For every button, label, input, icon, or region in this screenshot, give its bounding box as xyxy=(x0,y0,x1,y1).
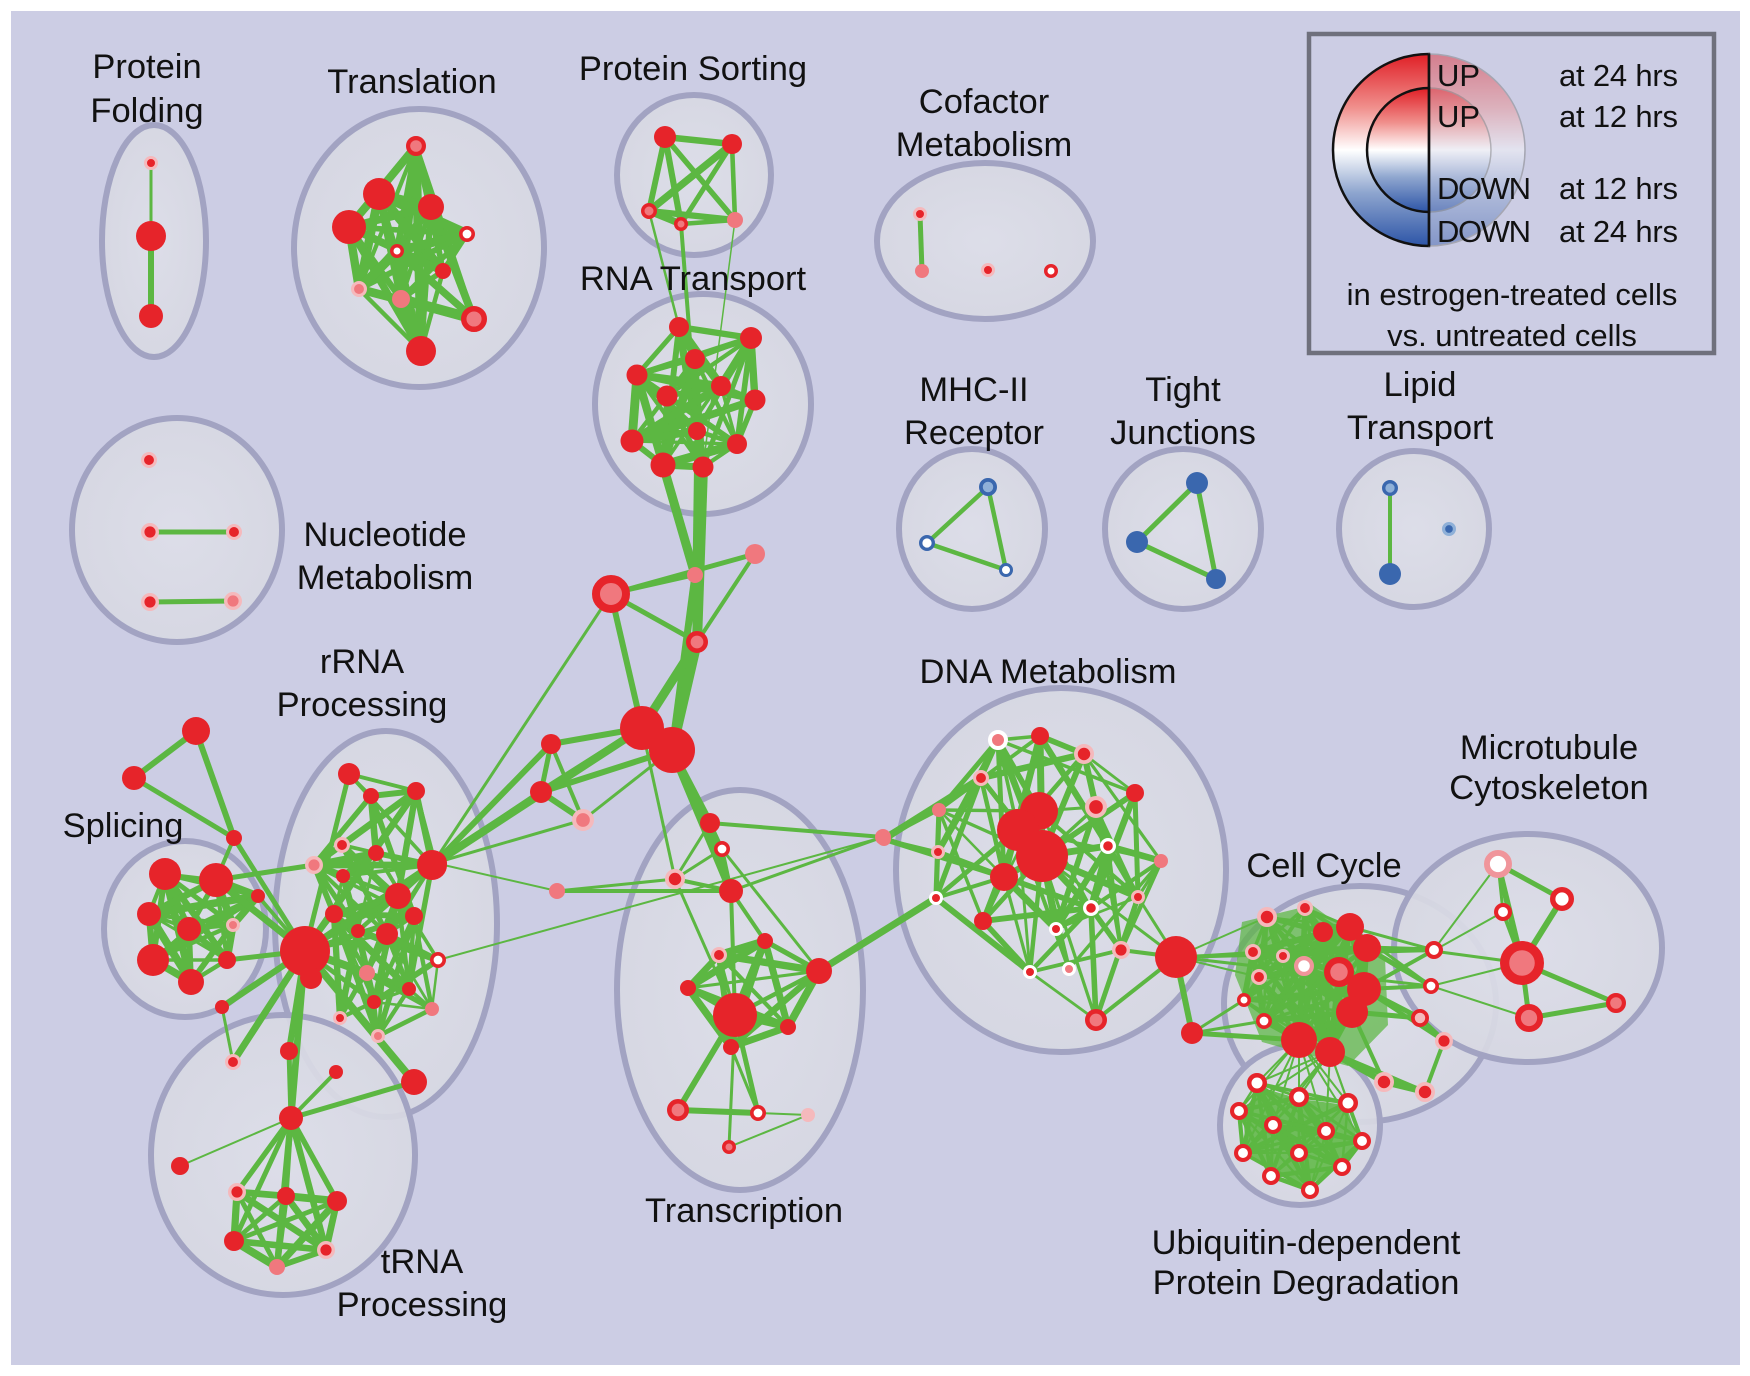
svg-text:UP: UP xyxy=(1437,58,1480,93)
svg-text:Folding: Folding xyxy=(90,92,203,130)
svg-text:Nucleotide: Nucleotide xyxy=(303,516,466,554)
svg-text:Microtubule: Microtubule xyxy=(1460,729,1638,767)
svg-text:Junctions: Junctions xyxy=(1110,414,1256,452)
svg-text:vs. untreated cells: vs. untreated cells xyxy=(1387,318,1637,353)
svg-text:Cytoskeleton: Cytoskeleton xyxy=(1449,769,1648,807)
svg-text:UP: UP xyxy=(1437,99,1480,134)
svg-text:Processing: Processing xyxy=(337,1286,508,1324)
svg-text:tRNA: tRNA xyxy=(381,1243,463,1281)
svg-text:Protein Degradation: Protein Degradation xyxy=(1153,1264,1460,1302)
svg-text:RNA Transport: RNA Transport xyxy=(580,260,807,298)
svg-text:Protein Sorting: Protein Sorting xyxy=(579,50,807,88)
svg-text:DNA Metabolism: DNA Metabolism xyxy=(920,653,1177,691)
svg-text:Metabolism: Metabolism xyxy=(297,559,473,597)
svg-text:Metabolism: Metabolism xyxy=(896,126,1072,164)
svg-text:at 24 hrs: at 24 hrs xyxy=(1559,214,1678,249)
svg-text:Processing: Processing xyxy=(277,686,448,724)
svg-text:rRNA: rRNA xyxy=(320,643,404,681)
svg-text:in estrogen-treated cells: in estrogen-treated cells xyxy=(1347,277,1678,312)
svg-text:Protein: Protein xyxy=(92,48,201,86)
svg-text:Cofactor: Cofactor xyxy=(919,83,1049,121)
svg-text:Tight: Tight xyxy=(1145,371,1221,409)
svg-text:MHC-II: MHC-II xyxy=(919,371,1028,409)
svg-text:Splicing: Splicing xyxy=(63,807,184,845)
svg-text:at 12 hrs: at 12 hrs xyxy=(1559,171,1678,206)
svg-text:Receptor: Receptor xyxy=(904,414,1044,452)
svg-text:at 24 hrs: at 24 hrs xyxy=(1559,58,1678,93)
svg-text:Transcription: Transcription xyxy=(645,1192,843,1230)
svg-text:DOWN: DOWN xyxy=(1437,171,1531,206)
svg-text:Lipid: Lipid xyxy=(1384,366,1457,404)
svg-text:Cell Cycle: Cell Cycle xyxy=(1246,847,1401,885)
svg-text:Translation: Translation xyxy=(327,63,496,101)
svg-text:at 12 hrs: at 12 hrs xyxy=(1559,99,1678,134)
svg-text:DOWN: DOWN xyxy=(1437,214,1531,249)
svg-text:Ubiquitin-dependent: Ubiquitin-dependent xyxy=(1152,1224,1461,1262)
svg-text:Transport: Transport xyxy=(1347,409,1494,447)
